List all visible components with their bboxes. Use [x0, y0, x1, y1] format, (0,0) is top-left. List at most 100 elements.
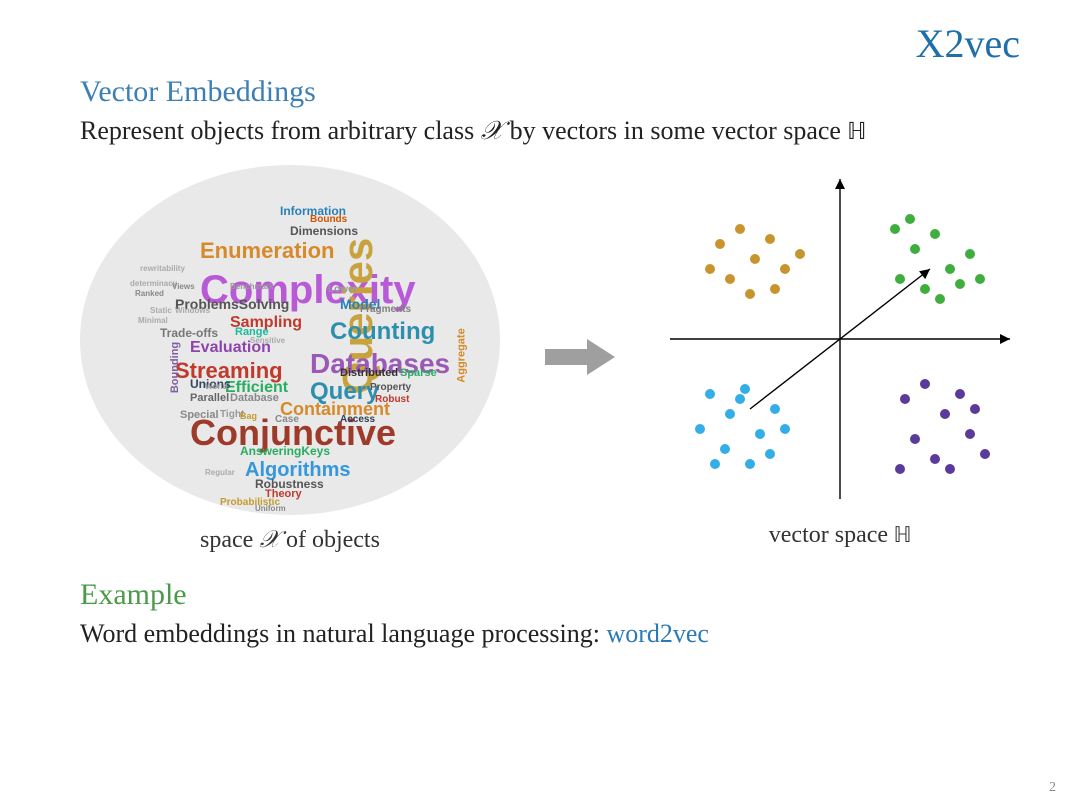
scatter-point: [705, 264, 715, 274]
wordcloud-word: Database: [230, 393, 279, 404]
scatter-point: [890, 224, 900, 234]
caption-symbol-x: 𝒳: [259, 527, 280, 553]
scatter-point: [705, 389, 715, 399]
scatter-point: [755, 429, 765, 439]
wordcloud-word: Sparse: [400, 368, 437, 379]
page-number: 2: [1049, 780, 1056, 796]
word2vec-link: word2vec: [606, 619, 709, 648]
wordcloud-word: Sensitive: [250, 337, 285, 345]
description-example: Word embeddings in natural language proc…: [80, 616, 1020, 652]
caption-symbol-h: ℍ: [894, 524, 911, 548]
scatter-point: [725, 409, 735, 419]
arrow-icon: [545, 337, 615, 377]
scatter-point: [745, 289, 755, 299]
caption-right-a: vector space: [769, 522, 894, 548]
scatter-point: [930, 454, 940, 464]
scatter-point: [955, 279, 965, 289]
scatter-point: [720, 444, 730, 454]
scatter-point: [935, 294, 945, 304]
wordcloud-word: Bounds: [310, 215, 347, 225]
wordcloud-word: Minimal: [138, 317, 168, 325]
scatter-point: [780, 264, 790, 274]
wordcloud-word: Case: [275, 415, 299, 425]
scatter-point: [930, 229, 940, 239]
scatter-point: [905, 214, 915, 224]
section-heading-example: Example: [80, 578, 1020, 612]
scatter-point: [895, 464, 905, 474]
scatter-point: [765, 234, 775, 244]
caption-left-a: space: [200, 527, 259, 553]
figure-row: ComplexityQueriesConjunctiveDatabasesCou…: [80, 165, 1020, 554]
section-heading-embeddings: Vector Embeddings: [80, 75, 1020, 109]
wordcloud-column: ComplexityQueriesConjunctiveDatabasesCou…: [80, 165, 500, 554]
wordcloud-word: Counting: [330, 320, 435, 344]
wordcloud-word: Lower: [328, 285, 357, 295]
wordcloud-word: Distributed: [340, 368, 398, 379]
wordcloud-word: Bounding: [170, 342, 181, 393]
scatter-point: [975, 274, 985, 284]
wordcloud-word: Ranked: [135, 290, 164, 298]
description-embeddings: Represent objects from arbitrary class 𝒳…: [80, 113, 1020, 151]
wordcloud-word: Property: [370, 383, 411, 393]
wordcloud-word: Regular: [205, 469, 235, 477]
wordcloud-ellipse: ComplexityQueriesConjunctiveDatabasesCou…: [80, 165, 500, 515]
wordcloud-word: Dimensions: [290, 225, 358, 237]
caption-left-b: of objects: [280, 527, 380, 553]
scatter-point: [750, 254, 760, 264]
scatter-point: [745, 459, 755, 469]
wordcloud-word: Uniform: [255, 505, 286, 513]
scatter-point: [710, 459, 720, 469]
wordcloud-word: Windows: [175, 307, 210, 315]
wordcloud-word: Robust: [375, 395, 409, 405]
scatter-point: [735, 394, 745, 404]
wordcloud-word: Views: [172, 283, 195, 291]
wordcloud-word: Enumeration: [200, 240, 334, 262]
scatter-point: [900, 394, 910, 404]
scatter-point: [910, 244, 920, 254]
scatter-point: [955, 389, 965, 399]
symbol-class-x: 𝒳: [481, 116, 503, 145]
wordcloud-word: Special: [180, 410, 219, 421]
scatter-point: [910, 434, 920, 444]
wordcloud-word: Access: [340, 415, 375, 425]
scatter-point: [965, 429, 975, 439]
wordcloud-word: rewritability: [140, 265, 185, 273]
scatter-point: [970, 404, 980, 414]
scatter-point: [945, 464, 955, 474]
wordcloud-word: Benchmark: [230, 283, 274, 291]
scatter-point: [980, 449, 990, 459]
scatter-point: [920, 379, 930, 389]
wordcloud-word: AnsweringKeys: [240, 445, 330, 457]
scatter-point: [735, 224, 745, 234]
scatter-point: [920, 284, 930, 294]
desc-text-b: by vectors in some vector space: [503, 116, 847, 145]
slide-title: X2vec: [80, 20, 1020, 67]
arrow-column: [545, 337, 615, 382]
scatter-column: vector space ℍ: [660, 169, 1020, 551]
caption-wordcloud: space 𝒳 of objects: [200, 527, 380, 554]
scatter-point: [940, 409, 950, 419]
wordcloud-word: Aggregate: [457, 329, 468, 383]
scatter-point: [715, 239, 725, 249]
desc2-text: Word embeddings in natural language proc…: [80, 619, 606, 648]
slide: X2vec Vector Embeddings Represent object…: [0, 0, 1080, 810]
wordcloud-word: World: [205, 383, 228, 391]
scatter-point: [770, 284, 780, 294]
wordcloud-word: Static: [150, 307, 172, 315]
scatter-plot: [660, 169, 1020, 509]
symbol-space-h: ℍ: [847, 120, 866, 146]
wordcloud-word: Parallel: [190, 393, 229, 404]
scatter-point: [795, 249, 805, 259]
wordcloud-word: determinacy: [130, 280, 177, 288]
scatter-point: [780, 424, 790, 434]
scatter-point: [945, 264, 955, 274]
wordcloud-word: Trade-offs: [160, 327, 218, 339]
scatter-point: [765, 449, 775, 459]
scatter-point: [740, 384, 750, 394]
wordcloud-word: Fragments: [360, 305, 411, 315]
wordcloud-word: Bag: [240, 412, 257, 421]
caption-scatter: vector space ℍ: [769, 521, 911, 551]
scatter-point: [895, 274, 905, 284]
desc-text-a: Represent objects from arbitrary class: [80, 116, 481, 145]
scatter-point: [695, 424, 705, 434]
